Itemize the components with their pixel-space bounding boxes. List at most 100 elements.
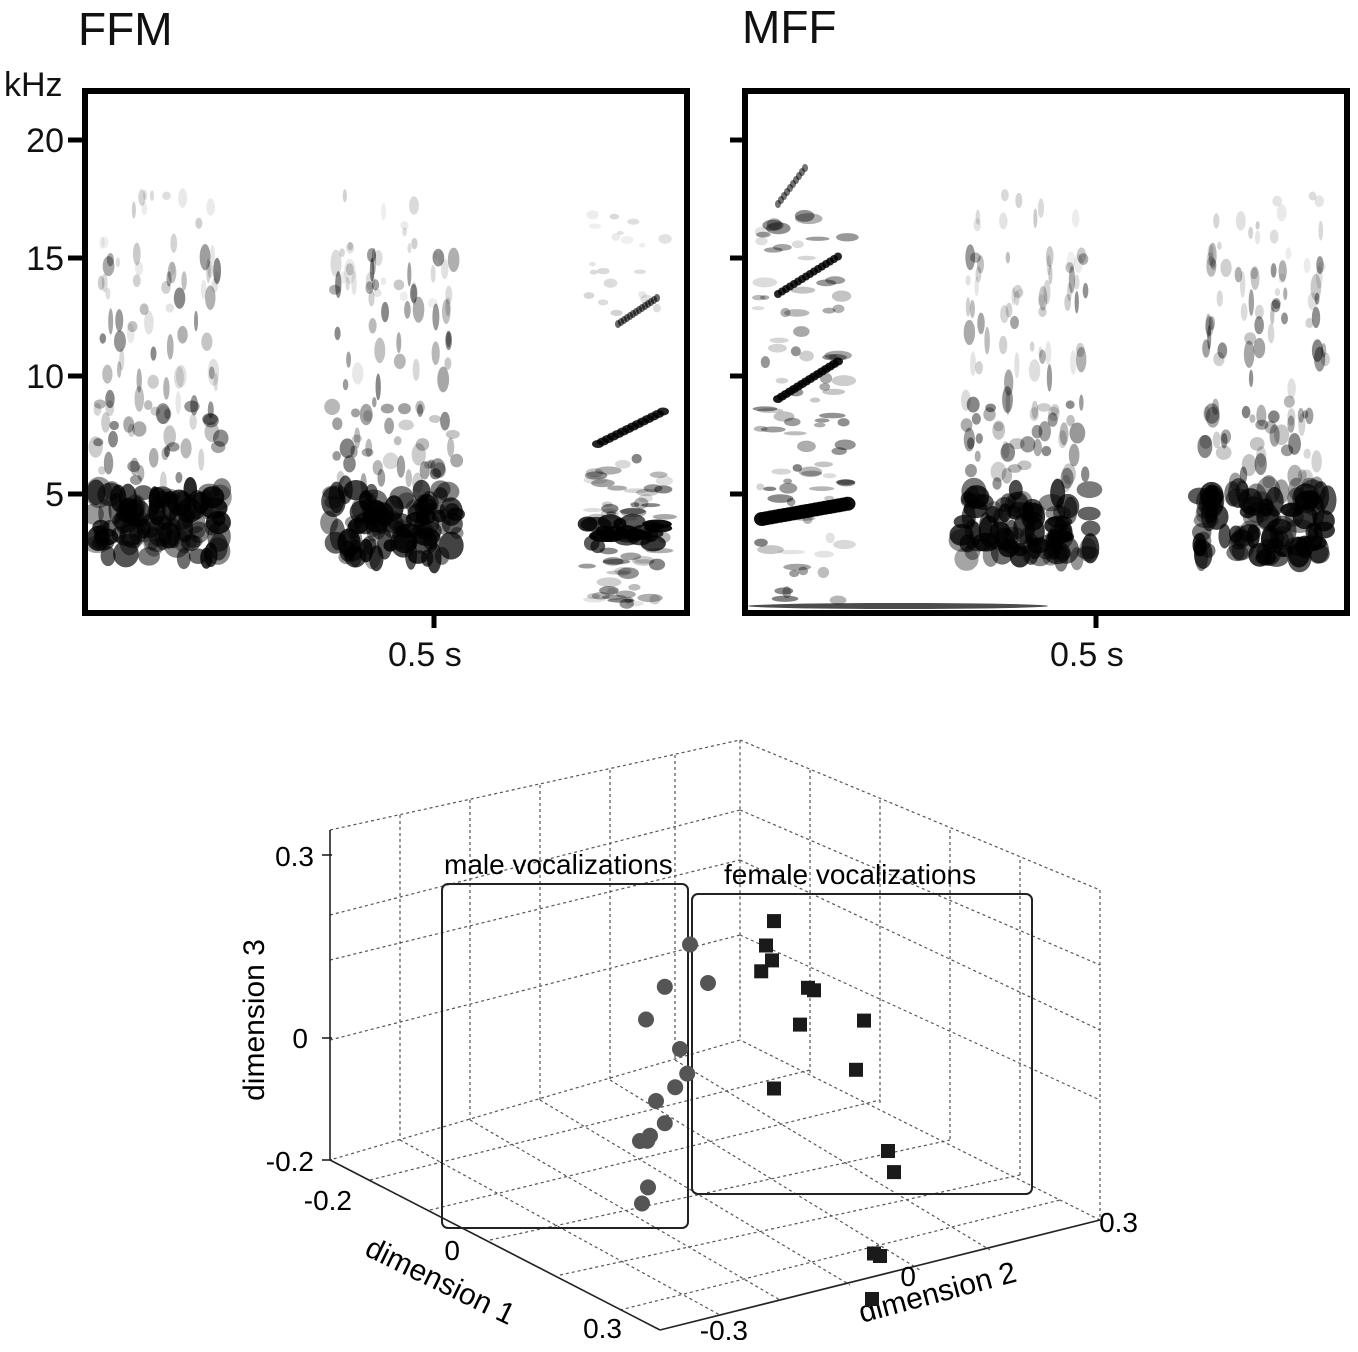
spectrogram-energy bbox=[1254, 316, 1264, 335]
spectrogram-energy bbox=[963, 427, 975, 452]
spectrogram-energy bbox=[814, 418, 830, 423]
spectrogram-energy bbox=[432, 303, 440, 331]
spectrogram-energy bbox=[130, 457, 139, 476]
spectrogram-energy bbox=[1028, 359, 1041, 382]
spectrogram-energy bbox=[432, 250, 439, 260]
spectrogram-energy bbox=[1212, 398, 1220, 415]
male-point-7 bbox=[648, 1093, 664, 1109]
spectrogram-energy bbox=[1274, 288, 1281, 297]
spectrogram-energy bbox=[97, 275, 105, 291]
y-tick-10: 10 bbox=[26, 358, 64, 396]
spectrogram-energy bbox=[105, 287, 111, 300]
male-point-5 bbox=[638, 1011, 654, 1028]
spectrogram-energy bbox=[365, 515, 382, 537]
spectrogram-energy bbox=[822, 307, 836, 314]
spectrogram-energy bbox=[819, 383, 831, 391]
spectrogram-energy bbox=[208, 366, 215, 380]
spectrogram-energy bbox=[206, 198, 215, 216]
mff-time-label: 0.5 s bbox=[1050, 636, 1124, 674]
spectrogram-energy bbox=[1064, 293, 1072, 311]
spectrogram-energy bbox=[1319, 485, 1337, 515]
spectrogram-energy bbox=[407, 243, 412, 254]
spectrogram-energy bbox=[1068, 443, 1080, 467]
spectrogram-energy bbox=[1027, 537, 1050, 554]
spectrogram-energy bbox=[440, 411, 450, 431]
spectrogram-energy bbox=[402, 227, 408, 237]
mff-panel-title: MFF bbox=[742, 1, 837, 53]
spectrogram-energy bbox=[805, 236, 830, 241]
spectrogram-energy bbox=[775, 377, 789, 384]
spectrogram-energy bbox=[438, 531, 464, 560]
spectrogram-energy bbox=[1248, 226, 1254, 239]
female-point-14 bbox=[865, 1292, 879, 1306]
y-axis-label: dimension 2 bbox=[855, 1256, 1020, 1330]
spectrogram-energy bbox=[655, 475, 673, 486]
spectrogram-energy bbox=[590, 539, 606, 554]
spectrogram-energy bbox=[393, 353, 406, 370]
spectrogram-energy bbox=[1205, 406, 1220, 428]
spectrogram-energy bbox=[1031, 400, 1039, 419]
spectrogram-energy bbox=[1001, 441, 1010, 459]
female-point-13 bbox=[873, 1249, 887, 1263]
spectrogram-energy bbox=[195, 217, 203, 229]
spectrogram-energy bbox=[123, 416, 135, 433]
spectrogram-energy bbox=[166, 271, 172, 287]
spectrogram-energy bbox=[602, 557, 624, 566]
spectrogram-energy bbox=[652, 514, 677, 520]
spectrogram-energy bbox=[613, 531, 640, 546]
spectrogram-energy bbox=[108, 430, 118, 448]
spectrogram-energy bbox=[177, 326, 188, 344]
spectrogram-energy bbox=[653, 303, 661, 313]
spectrogram-energy bbox=[643, 484, 663, 493]
spectrogram-energy bbox=[790, 286, 816, 294]
spectrogram-energy bbox=[628, 583, 641, 591]
spectrogram-energy bbox=[1254, 304, 1264, 320]
spectrogram-energy bbox=[372, 460, 383, 476]
spectrogram-energy bbox=[965, 275, 971, 286]
spectrogram-energy bbox=[966, 396, 980, 413]
spectrogram-energy bbox=[162, 191, 171, 200]
male-point-2 bbox=[656, 978, 673, 995]
spectrogram-energy bbox=[213, 372, 219, 392]
x-tick--0.2: -0.2 bbox=[304, 1185, 352, 1216]
spectrogram-energy bbox=[201, 332, 213, 351]
spectrogram-energy bbox=[1262, 474, 1276, 489]
spectrogram-energy bbox=[620, 552, 642, 561]
spectrogram-energy bbox=[412, 358, 420, 381]
spectrogram-energy bbox=[164, 445, 171, 458]
spectrogram-energy bbox=[1015, 192, 1023, 209]
spectrogram-energy bbox=[384, 417, 395, 435]
spectrogram-energy bbox=[329, 284, 341, 295]
spectrogram-energy bbox=[437, 366, 450, 393]
spectrogram-energy bbox=[149, 190, 155, 202]
spectrogram-energy bbox=[99, 333, 107, 344]
spectrogram-energy bbox=[411, 443, 426, 466]
spectrogram-energy bbox=[1270, 307, 1275, 325]
spectrogram-energy bbox=[1001, 467, 1013, 484]
spectrogram-energy bbox=[786, 497, 796, 507]
spectrogram-energy bbox=[1073, 274, 1080, 290]
spectrogram-energy bbox=[365, 281, 374, 295]
spectrogram-energy bbox=[180, 438, 192, 459]
spectrogram-energy bbox=[1062, 463, 1076, 485]
spectrogram-energy bbox=[644, 521, 662, 532]
spectrogram-energy bbox=[371, 247, 377, 275]
spectrogram-energy bbox=[1307, 292, 1318, 311]
spectrogram-energy bbox=[588, 261, 596, 267]
spectrogram-energy bbox=[213, 257, 222, 284]
spectrogram-energy bbox=[346, 351, 352, 368]
spectrogram-energy bbox=[450, 527, 464, 540]
spectrogram-energy bbox=[1314, 195, 1324, 208]
spectrogram-energy bbox=[419, 461, 430, 480]
spectrogram-energy bbox=[798, 566, 809, 576]
spectrogram-energy bbox=[332, 451, 341, 461]
spectrogram-energy bbox=[1014, 352, 1020, 379]
spectrogram-energy bbox=[964, 463, 977, 478]
spectrogram-energy bbox=[619, 508, 646, 515]
spectrogram-energy bbox=[1207, 244, 1214, 258]
spectrogram-energy bbox=[1038, 421, 1052, 442]
spectrogram-energy bbox=[432, 462, 446, 478]
spectrogram-energy bbox=[755, 237, 768, 246]
spectrogram-energy bbox=[606, 570, 631, 575]
spectrogram-energy bbox=[1235, 211, 1246, 231]
